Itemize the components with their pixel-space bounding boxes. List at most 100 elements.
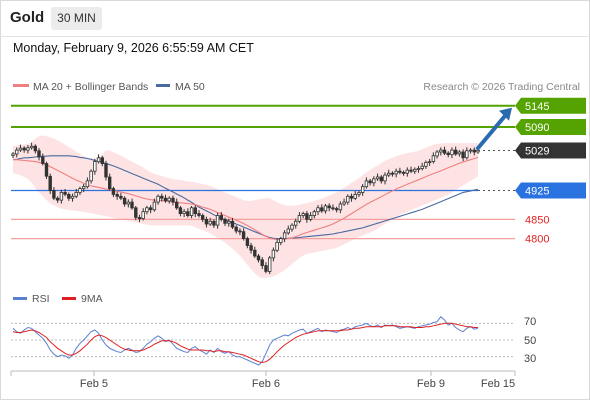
- legend-ma50-label: MA 50: [175, 81, 205, 93]
- candle-body: [59, 191, 64, 201]
- rsi-9ma-line: [12, 322, 478, 364]
- candle-body: [100, 157, 104, 165]
- candle: [197, 210, 201, 218]
- candle: [253, 246, 257, 258]
- candle: [424, 160, 428, 169]
- candle-body: [368, 180, 372, 184]
- candle: [386, 169, 391, 178]
- candle: [409, 166, 413, 174]
- candle: [282, 230, 287, 243]
- current-label-box: [515, 142, 586, 159]
- candle: [308, 212, 313, 222]
- candle-body: [346, 195, 350, 203]
- legend-9ma-swatch: [62, 297, 76, 300]
- candle: [323, 203, 328, 214]
- candle: [427, 158, 432, 166]
- ma20-line: [13, 156, 479, 240]
- candle: [115, 191, 119, 200]
- candle-body: [18, 147, 23, 151]
- legend-ma50-swatch: [156, 84, 170, 87]
- candle: [472, 147, 476, 156]
- candle-body: [305, 213, 309, 220]
- candle-body: [293, 220, 298, 226]
- candle-body: [96, 157, 101, 163]
- candle-body: [70, 195, 75, 199]
- candle-body: [390, 172, 395, 175]
- candle: [357, 190, 361, 198]
- rsi-tick-label: 30: [524, 353, 536, 365]
- candle: [152, 198, 157, 212]
- candle-body: [93, 161, 97, 172]
- candle-body: [327, 205, 331, 209]
- candle-body: [197, 213, 201, 216]
- candle: [111, 186, 116, 198]
- candle: [331, 204, 335, 211]
- candle: [48, 173, 52, 194]
- candle: [130, 198, 134, 210]
- candle-body: [301, 213, 305, 216]
- candle: [334, 206, 339, 213]
- candle: [122, 196, 127, 207]
- candle-body: [308, 215, 313, 220]
- candle: [74, 188, 78, 199]
- candle: [126, 199, 130, 208]
- candle-body: [446, 152, 450, 156]
- x-tick-label: Feb 6: [252, 378, 280, 390]
- candle-body: [249, 245, 253, 251]
- candle: [141, 208, 145, 221]
- candle-body: [457, 151, 462, 155]
- candle-body: [44, 163, 49, 177]
- candle: [286, 225, 290, 235]
- candle-body: [108, 176, 112, 190]
- candle: [372, 176, 376, 187]
- candle-body: [174, 201, 179, 209]
- candle: [420, 162, 424, 171]
- candle: [256, 254, 261, 263]
- candle: [41, 153, 45, 166]
- candle-body: [37, 150, 41, 158]
- research-credit: Research © 2026 Trading Central: [423, 81, 580, 93]
- candle-body: [331, 207, 335, 210]
- candle-body: [186, 211, 190, 216]
- candle: [11, 151, 15, 159]
- legend-ma20-label: MA 20 + Bollinger Bands: [33, 81, 148, 93]
- candle: [275, 239, 279, 253]
- candle-body: [33, 145, 37, 152]
- support-label: 4850: [525, 214, 549, 226]
- timeframe-selector[interactable]: 30 MIN: [51, 7, 102, 30]
- candle: [465, 147, 469, 160]
- candle-body: [134, 207, 138, 218]
- candle: [204, 216, 209, 228]
- candle: [238, 228, 242, 236]
- candle-body: [431, 155, 436, 163]
- forecast-arrow-shaft: [476, 112, 508, 151]
- candle: [260, 257, 264, 270]
- resistance-label: 5090: [525, 122, 549, 134]
- bollinger-band: [13, 135, 478, 278]
- candle-body: [468, 149, 473, 152]
- resistance-label-box: [515, 118, 586, 135]
- candle-body: [405, 169, 409, 174]
- legend-rsi-label: RSI: [32, 293, 50, 305]
- candle: [93, 158, 97, 175]
- candle: [457, 150, 462, 157]
- instrument-symbol: Gold: [10, 9, 45, 26]
- candle: [442, 146, 447, 156]
- candle: [305, 210, 309, 223]
- candle-body: [215, 215, 220, 226]
- candle-body: [200, 215, 205, 220]
- candle-body: [472, 149, 476, 153]
- candle: [171, 195, 175, 206]
- candle: [453, 146, 458, 156]
- candle: [212, 219, 216, 228]
- candle: [215, 212, 220, 229]
- candle-body: [74, 191, 78, 197]
- candle-body: [338, 203, 343, 211]
- candle: [78, 186, 82, 196]
- legend-9ma-label: 9MA: [81, 293, 103, 305]
- candle-body: [204, 218, 209, 225]
- candle-body: [63, 191, 67, 195]
- pivot-label-box: [515, 182, 586, 199]
- resistance-label: 5145: [525, 101, 549, 113]
- candle-body: [316, 207, 320, 213]
